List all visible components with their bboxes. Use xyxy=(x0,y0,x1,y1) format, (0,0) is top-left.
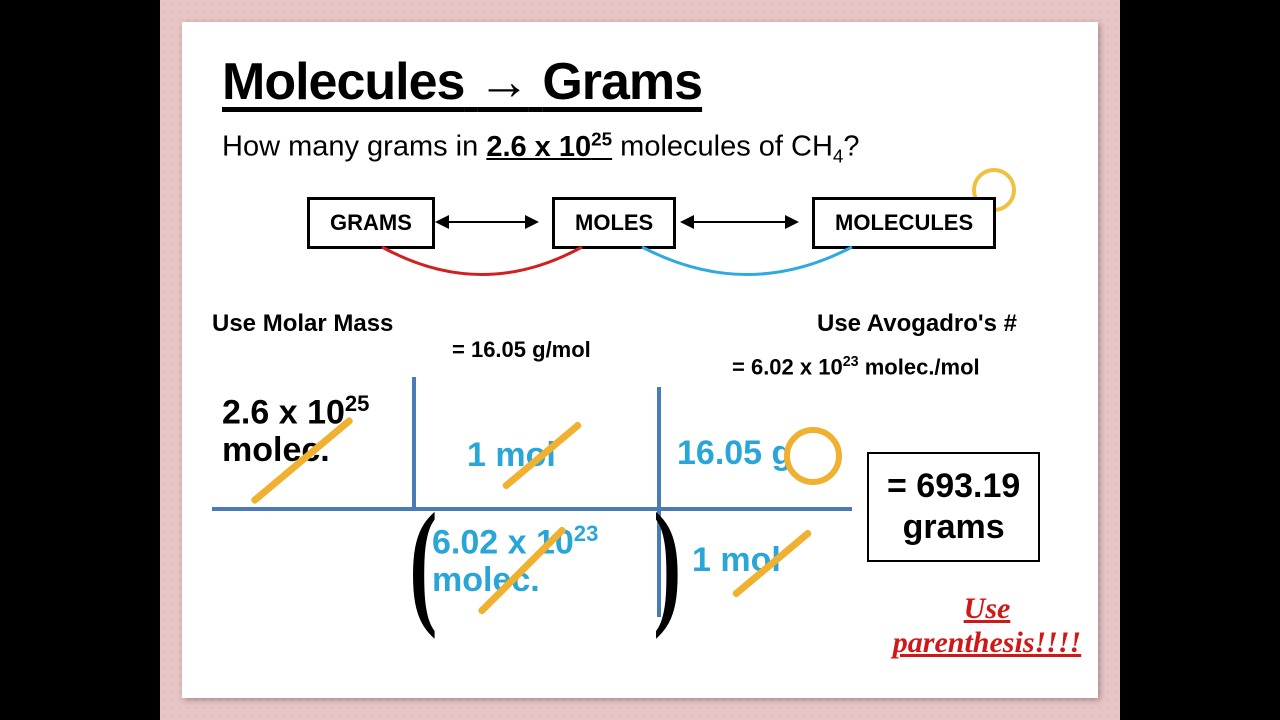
calc-c3-top: 16.05 g xyxy=(677,435,792,472)
result-value: = 693.19 xyxy=(887,467,1020,505)
outer-frame: Molecules → Grams How many grams in 2.6 … xyxy=(160,0,1120,720)
circle-grams-unit xyxy=(784,427,842,485)
bracket-right: ) xyxy=(653,482,681,643)
warning-text: Use parenthesis!!!! xyxy=(877,592,1097,660)
calc-horizontal-line xyxy=(212,507,852,511)
curve-right xyxy=(642,247,852,275)
calc-c2-bot: 6.02 x 1023molec. xyxy=(432,522,598,599)
slide-content: Molecules → Grams How many grams in 2.6 … xyxy=(182,22,1098,698)
curve-left xyxy=(382,247,582,275)
warning-line1: Use xyxy=(964,592,1011,625)
dimensional-analysis-grid: 2.6 x 1025molec. 1 mol 16.05 g 6.02 x 10… xyxy=(212,377,892,607)
calc-c3-bot: 1 mol xyxy=(692,542,781,579)
result-unit: grams xyxy=(903,508,1005,546)
warning-line2: parenthesis!!!! xyxy=(893,626,1081,659)
label-molar-mass: Use Molar Mass xyxy=(212,310,393,338)
result-box: = 693.19 grams xyxy=(867,452,1040,562)
label-avogadro: Use Avogadro's # xyxy=(817,310,1017,338)
label-molar-mass-value: = 16.05 g/mol xyxy=(452,337,591,363)
bracket-left: ( xyxy=(409,482,437,643)
calc-c1-top: 2.6 x 1025molec. xyxy=(222,392,369,469)
